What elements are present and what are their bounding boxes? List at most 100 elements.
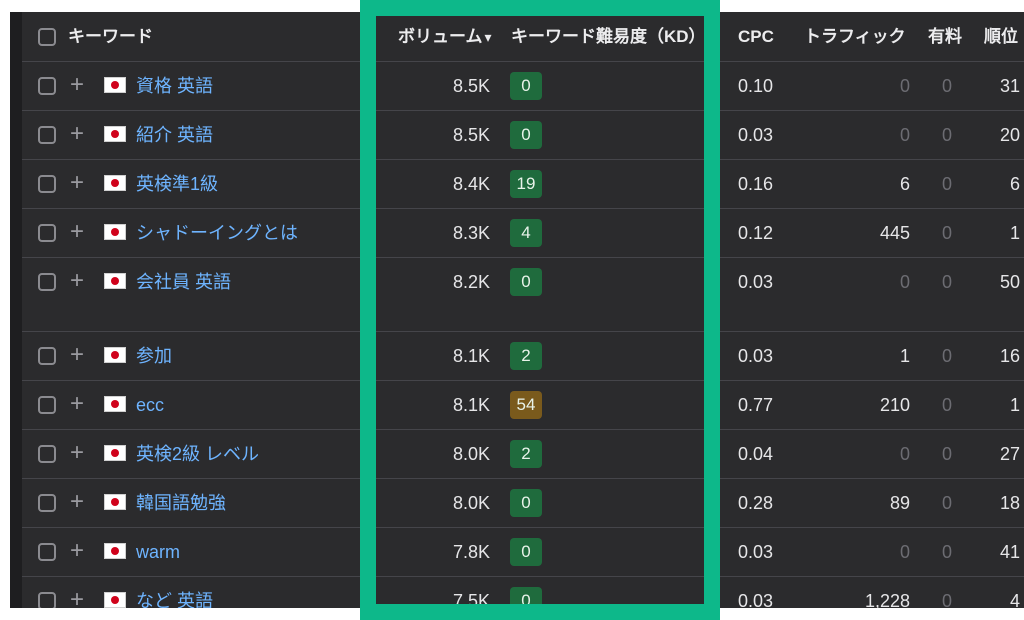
add-keyword-icon[interactable]: + — [70, 71, 85, 98]
japan-flag-icon — [104, 347, 126, 363]
rank-value: 6 — [1009, 174, 1020, 194]
row-checkbox[interactable] — [38, 77, 56, 95]
keyword-link[interactable]: 韓国語勉強 — [136, 493, 226, 513]
left-strip — [10, 12, 22, 608]
paid-value: 0 — [941, 591, 952, 608]
traffic-value: 6 — [899, 174, 910, 194]
rank-value: 50 — [999, 272, 1020, 292]
cpc-value: 0.03 — [738, 591, 774, 608]
keyword-link[interactable]: 会社員 英語 — [136, 272, 232, 292]
rank-value: 4 — [1009, 591, 1020, 608]
header-paid[interactable]: 有料 — [928, 27, 962, 46]
row-checkbox[interactable] — [38, 494, 56, 512]
japan-flag-icon — [104, 175, 126, 191]
header-keyword[interactable]: キーワード — [68, 27, 153, 46]
select-all-checkbox[interactable] — [38, 28, 56, 46]
rank-value: 1 — [1009, 395, 1020, 415]
rank-value: 41 — [999, 542, 1020, 562]
volume-value: 8.5K — [452, 125, 490, 145]
rank-value: 18 — [999, 493, 1020, 513]
japan-flag-icon — [104, 273, 126, 289]
row-checkbox[interactable] — [38, 175, 56, 193]
paid-value: 0 — [941, 444, 952, 464]
kd-badge: 2 — [510, 342, 542, 370]
cpc-value: 0.77 — [738, 395, 774, 415]
cpc-value: 0.28 — [738, 493, 774, 513]
kd-badge: 0 — [510, 587, 542, 608]
rank-value: 16 — [999, 346, 1020, 366]
traffic-value: 0 — [899, 125, 910, 145]
header-cpc[interactable]: CPC — [738, 27, 774, 46]
keyword-link[interactable]: 英検準1級 — [136, 174, 219, 194]
kd-badge: 0 — [510, 538, 542, 566]
add-keyword-icon[interactable]: + — [70, 267, 85, 294]
traffic-value: 0 — [899, 272, 910, 292]
kd-badge: 0 — [510, 489, 542, 517]
volume-value: 8.3K — [452, 223, 490, 243]
cpc-value: 0.16 — [738, 174, 774, 194]
header-kd[interactable]: キーワード難易度（KD） — [511, 27, 706, 46]
paid-value: 0 — [941, 493, 952, 513]
keyword-link[interactable]: など 英語 — [136, 591, 214, 608]
keyword-link[interactable]: 紹介 英語 — [136, 125, 214, 145]
header-volume[interactable]: ボリューム ▾ — [398, 12, 492, 62]
table-row: + 英検2級 レベル 8.0K 2 0.04 0 0 27 — [22, 430, 1024, 479]
volume-value: 8.0K — [452, 493, 490, 513]
row-checkbox[interactable] — [38, 126, 56, 144]
row-checkbox[interactable] — [38, 396, 56, 414]
header-rank[interactable]: 順位 — [984, 27, 1018, 46]
add-keyword-icon[interactable]: + — [70, 120, 85, 147]
paid-value: 0 — [941, 174, 952, 194]
table-row: + 会社員 英語 8.2K 0 0.03 0 0 50 — [22, 258, 1024, 332]
table-row: + 英検準1級 8.4K 19 0.16 6 0 6 — [22, 160, 1024, 209]
row-checkbox[interactable] — [38, 273, 56, 291]
cpc-value: 0.03 — [738, 272, 774, 292]
table-row: + など 英語 7.5K 0 0.03 1,228 0 4 — [22, 577, 1024, 608]
paid-value: 0 — [941, 76, 952, 96]
kd-badge: 0 — [510, 72, 542, 100]
keyword-link[interactable]: シャドーイングとは — [136, 223, 298, 243]
traffic-value: 89 — [889, 493, 910, 513]
paid-value: 0 — [941, 223, 952, 243]
japan-flag-icon — [104, 445, 126, 461]
row-checkbox[interactable] — [38, 543, 56, 561]
keyword-link[interactable]: 英検2級 レベル — [136, 444, 260, 464]
cpc-value: 0.12 — [738, 223, 774, 243]
add-keyword-icon[interactable]: + — [70, 439, 85, 466]
keyword-link[interactable]: 資格 英語 — [136, 76, 214, 96]
rank-value: 27 — [999, 444, 1020, 464]
traffic-value: 1,228 — [864, 591, 910, 608]
kd-badge: 0 — [510, 268, 542, 296]
keyword-link[interactable]: warm — [136, 542, 180, 562]
rank-value: 1 — [1009, 223, 1020, 243]
japan-flag-icon — [104, 396, 126, 412]
kd-highlight-top — [360, 0, 720, 16]
paid-value: 0 — [941, 272, 952, 292]
row-checkbox[interactable] — [38, 592, 56, 608]
keyword-link[interactable]: ecc — [136, 395, 165, 415]
table-row: + シャドーイングとは 8.3K 4 0.12 445 0 1 — [22, 209, 1024, 258]
traffic-value: 0 — [899, 542, 910, 562]
add-keyword-icon[interactable]: + — [70, 390, 85, 417]
add-keyword-icon[interactable]: + — [70, 537, 85, 564]
table-row: + 参加 8.1K 2 0.03 1 0 16 — [22, 332, 1024, 381]
volume-value: 8.2K — [452, 272, 490, 292]
add-keyword-icon[interactable]: + — [70, 341, 85, 368]
japan-flag-icon — [104, 494, 126, 510]
add-keyword-icon[interactable]: + — [70, 488, 85, 515]
row-checkbox[interactable] — [38, 445, 56, 463]
table-row: + warm 7.8K 0 0.03 0 0 41 — [22, 528, 1024, 577]
add-keyword-icon[interactable]: + — [70, 218, 85, 245]
add-keyword-icon[interactable]: + — [70, 586, 85, 608]
row-checkbox[interactable] — [38, 347, 56, 365]
japan-flag-icon — [104, 543, 126, 559]
japan-flag-icon — [104, 592, 126, 608]
row-checkbox[interactable] — [38, 224, 56, 242]
paid-value: 0 — [941, 542, 952, 562]
add-keyword-icon[interactable]: + — [70, 169, 85, 196]
traffic-value: 0 — [899, 444, 910, 464]
keyword-link[interactable]: 参加 — [136, 346, 172, 366]
cpc-value: 0.03 — [738, 346, 774, 366]
paid-value: 0 — [941, 125, 952, 145]
header-traffic[interactable]: トラフィック — [804, 27, 906, 46]
